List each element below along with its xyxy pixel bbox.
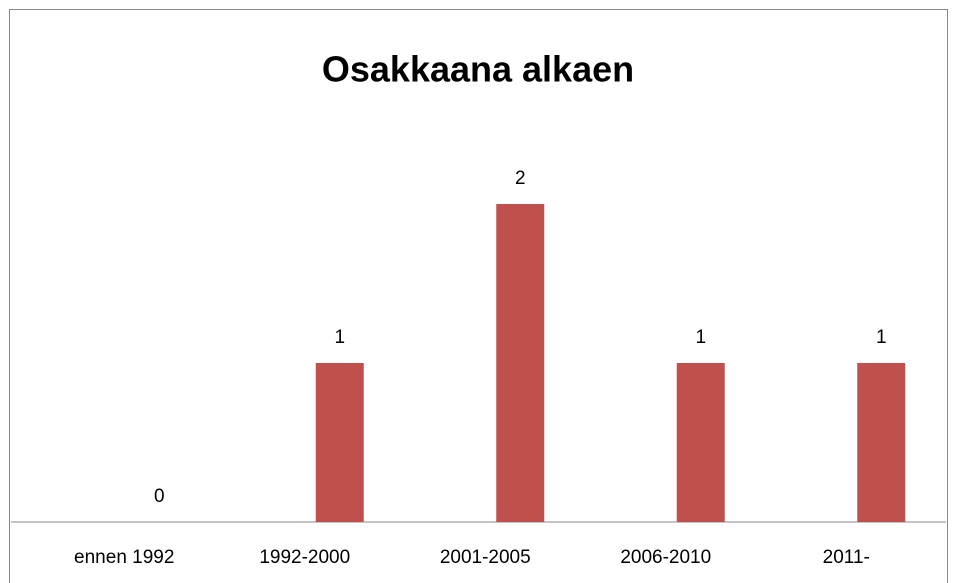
chart-border <box>9 9 948 583</box>
data-label: 2 <box>515 168 526 189</box>
data-label: 1 <box>695 327 706 348</box>
chart-title: Osakkaana alkaen <box>322 49 634 90</box>
x-tick-label: 2011- <box>823 547 870 568</box>
bar <box>496 204 545 522</box>
x-tick-label: 2006-2010 <box>620 547 711 568</box>
bar <box>315 363 364 522</box>
x-tick-label: ennen 1992 <box>74 547 174 568</box>
x-tick-label: 2001-2005 <box>440 547 531 568</box>
data-label: 0 <box>154 486 165 507</box>
x-tick-label: 1992-2000 <box>259 547 350 568</box>
data-label: 1 <box>334 327 345 348</box>
bar <box>857 363 906 522</box>
data-label: 1 <box>876 327 887 348</box>
bar <box>676 363 725 522</box>
